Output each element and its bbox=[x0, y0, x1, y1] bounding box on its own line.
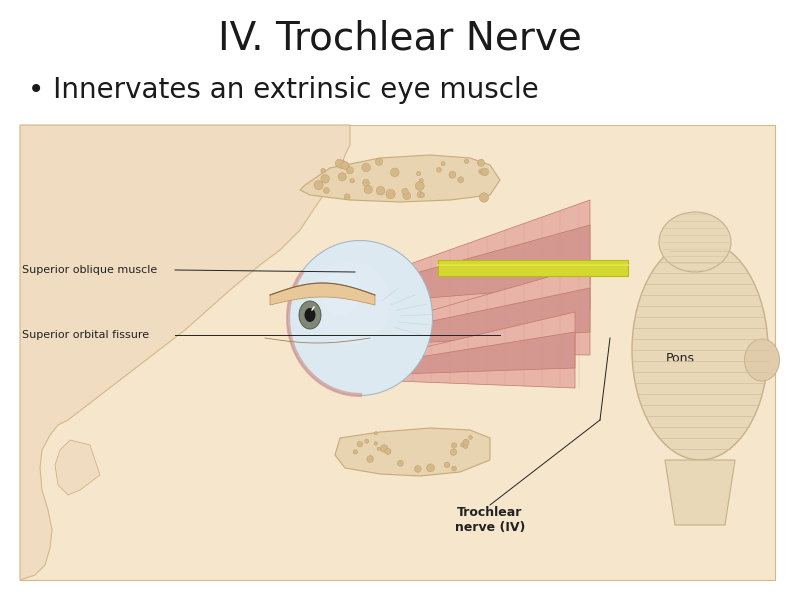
Circle shape bbox=[366, 455, 374, 463]
Circle shape bbox=[451, 443, 457, 448]
Ellipse shape bbox=[305, 308, 315, 322]
Circle shape bbox=[380, 445, 388, 452]
Circle shape bbox=[314, 181, 323, 190]
Ellipse shape bbox=[632, 240, 768, 460]
Ellipse shape bbox=[320, 271, 360, 315]
Circle shape bbox=[463, 439, 469, 445]
Circle shape bbox=[386, 190, 395, 199]
Circle shape bbox=[344, 164, 350, 170]
Circle shape bbox=[374, 442, 378, 445]
Circle shape bbox=[449, 171, 456, 178]
Circle shape bbox=[451, 466, 457, 471]
Circle shape bbox=[463, 445, 467, 449]
Circle shape bbox=[357, 441, 362, 447]
Circle shape bbox=[461, 443, 465, 447]
Circle shape bbox=[420, 193, 425, 197]
Polygon shape bbox=[55, 440, 100, 495]
Polygon shape bbox=[335, 428, 490, 476]
Circle shape bbox=[376, 187, 385, 195]
Circle shape bbox=[419, 179, 423, 183]
Circle shape bbox=[478, 169, 484, 174]
Circle shape bbox=[321, 169, 326, 173]
Circle shape bbox=[458, 177, 464, 183]
Circle shape bbox=[338, 160, 346, 169]
Circle shape bbox=[415, 182, 424, 190]
Circle shape bbox=[464, 159, 469, 164]
Ellipse shape bbox=[299, 301, 321, 329]
Circle shape bbox=[338, 173, 346, 181]
Circle shape bbox=[353, 450, 358, 454]
Circle shape bbox=[377, 447, 380, 451]
Ellipse shape bbox=[287, 241, 433, 395]
Polygon shape bbox=[370, 265, 590, 355]
Text: Superior orbital fissure: Superior orbital fissure bbox=[22, 330, 149, 340]
Circle shape bbox=[450, 449, 457, 455]
Circle shape bbox=[344, 194, 350, 200]
Polygon shape bbox=[370, 312, 575, 388]
Circle shape bbox=[364, 185, 373, 194]
Polygon shape bbox=[365, 200, 590, 310]
Circle shape bbox=[350, 179, 354, 183]
Circle shape bbox=[374, 431, 378, 435]
Circle shape bbox=[417, 191, 423, 197]
Ellipse shape bbox=[310, 261, 390, 345]
Circle shape bbox=[414, 466, 421, 472]
Circle shape bbox=[437, 167, 442, 172]
Text: • Innervates an extrinsic eye muscle: • Innervates an extrinsic eye muscle bbox=[28, 76, 538, 104]
Circle shape bbox=[481, 168, 489, 176]
Circle shape bbox=[479, 193, 489, 202]
Circle shape bbox=[385, 448, 391, 454]
Circle shape bbox=[390, 168, 399, 176]
Circle shape bbox=[341, 161, 349, 169]
Polygon shape bbox=[438, 260, 628, 276]
Circle shape bbox=[403, 192, 410, 200]
Circle shape bbox=[469, 436, 472, 439]
Text: IV. Trochlear Nerve: IV. Trochlear Nerve bbox=[218, 19, 582, 57]
Circle shape bbox=[402, 188, 408, 195]
Text: Trochlear
nerve (IV): Trochlear nerve (IV) bbox=[455, 506, 525, 534]
Ellipse shape bbox=[745, 339, 779, 381]
Polygon shape bbox=[370, 332, 575, 375]
Ellipse shape bbox=[288, 241, 432, 395]
Circle shape bbox=[478, 160, 485, 166]
Polygon shape bbox=[300, 155, 500, 202]
Circle shape bbox=[362, 179, 370, 186]
FancyBboxPatch shape bbox=[20, 125, 775, 580]
Polygon shape bbox=[665, 460, 735, 525]
Text: Pons: Pons bbox=[666, 352, 694, 364]
Circle shape bbox=[441, 161, 445, 166]
Circle shape bbox=[362, 163, 370, 172]
Circle shape bbox=[335, 159, 343, 167]
Circle shape bbox=[365, 439, 369, 443]
Circle shape bbox=[426, 464, 434, 472]
Polygon shape bbox=[370, 288, 590, 346]
Polygon shape bbox=[270, 283, 375, 305]
Circle shape bbox=[417, 172, 421, 176]
Ellipse shape bbox=[659, 212, 731, 272]
Text: Superior oblique muscle: Superior oblique muscle bbox=[22, 265, 158, 275]
Circle shape bbox=[321, 175, 330, 183]
Circle shape bbox=[444, 462, 450, 467]
Polygon shape bbox=[365, 225, 590, 303]
Polygon shape bbox=[20, 125, 350, 580]
Circle shape bbox=[398, 460, 403, 466]
Circle shape bbox=[323, 188, 330, 193]
Circle shape bbox=[346, 167, 354, 174]
Circle shape bbox=[375, 158, 382, 166]
